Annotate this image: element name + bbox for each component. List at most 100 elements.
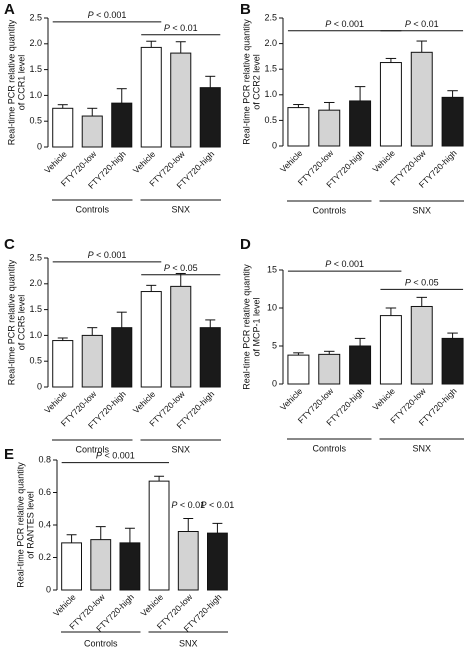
y-tick-label: 1.5 xyxy=(264,64,277,74)
group-label: Controls xyxy=(75,444,109,454)
significance-label: P < 0.01 xyxy=(201,500,235,510)
significance-label: P < 0.05 xyxy=(405,278,439,288)
group-label: SNX xyxy=(171,204,190,214)
bar xyxy=(81,334,103,388)
panel-label: A xyxy=(4,1,15,18)
bar xyxy=(379,315,402,385)
bar xyxy=(287,107,310,147)
bar xyxy=(441,337,464,385)
y-tick-label: 2.5 xyxy=(264,12,277,22)
x-tick-label: Vehicle xyxy=(370,148,397,175)
y-tick-label: 1.5 xyxy=(29,64,42,74)
bar xyxy=(349,345,372,385)
y-axis-label: Real-time PCR relative quantity xyxy=(241,19,251,145)
bar xyxy=(199,327,221,388)
bar xyxy=(410,51,433,147)
group-label: SNX xyxy=(412,443,431,453)
bar xyxy=(90,539,112,591)
y-tick-label: 2.0 xyxy=(264,38,277,48)
bar xyxy=(140,46,162,148)
y-tick-label: 0.4 xyxy=(38,519,51,529)
y-tick-label: 2.0 xyxy=(29,278,42,288)
x-tick-label: Vehicle xyxy=(51,592,78,619)
group-label: Controls xyxy=(84,638,118,648)
y-axis-label: Real-time PCR relative quantity xyxy=(6,259,16,385)
y-axis-label: of CCR5 level xyxy=(16,295,26,351)
y-tick-label: 1.0 xyxy=(29,90,42,100)
bar xyxy=(148,480,170,591)
x-tick-label: Vehicle xyxy=(131,149,158,176)
y-tick-label: 10 xyxy=(267,302,277,312)
x-tick-label: Vehicle xyxy=(42,389,69,416)
y-tick-label: 0.2 xyxy=(38,552,51,562)
panel-label: D xyxy=(240,236,251,253)
x-tick-label: Vehicle xyxy=(370,386,397,413)
bar xyxy=(119,542,141,591)
y-axis-label: of CCR1 level xyxy=(16,55,26,111)
bar xyxy=(170,52,192,148)
significance-label: P < 0.01 xyxy=(164,23,198,33)
bar xyxy=(52,340,74,388)
y-tick-label: 0 xyxy=(37,141,42,151)
y-axis-label: of CCR2 level xyxy=(251,54,261,110)
panel-label: E xyxy=(4,446,14,463)
y-tick-label: 0 xyxy=(272,378,277,388)
y-tick-label: 0 xyxy=(37,381,42,391)
y-tick-label: 1.5 xyxy=(29,304,42,314)
y-tick-label: 0.6 xyxy=(38,487,51,497)
bar xyxy=(111,327,133,388)
significance-label: P < 0.001 xyxy=(96,451,135,461)
bar xyxy=(287,354,310,385)
x-tick-label: Vehicle xyxy=(278,386,305,413)
bar xyxy=(207,532,228,591)
bar xyxy=(410,305,433,385)
group-label: SNX xyxy=(171,444,190,454)
panel-label: B xyxy=(240,1,251,18)
panel-label: C xyxy=(4,236,15,253)
y-tick-label: 2.0 xyxy=(29,38,42,48)
bar xyxy=(441,96,464,147)
y-tick-label: 5 xyxy=(272,340,277,350)
bar xyxy=(199,87,221,148)
bar xyxy=(318,353,341,385)
y-tick-label: 1.0 xyxy=(29,330,42,340)
bar xyxy=(177,531,199,591)
y-axis-label: Real-time PCR relative quantity xyxy=(6,19,16,145)
significance-label: P < 0.001 xyxy=(325,19,364,29)
y-axis-label: Real-time PCR relative quantity xyxy=(15,462,25,588)
y-tick-label: 15 xyxy=(267,264,277,274)
bar xyxy=(140,291,162,388)
bar xyxy=(379,62,402,147)
significance-label: P < 0.01 xyxy=(405,19,439,29)
y-tick-label: 0.5 xyxy=(264,115,277,125)
significance-label: P < 0.001 xyxy=(325,260,364,270)
significance-label: P < 0.001 xyxy=(88,10,127,20)
group-label: SNX xyxy=(412,205,431,215)
group-label: Controls xyxy=(312,205,346,215)
x-tick-label: Vehicle xyxy=(131,389,158,416)
bar xyxy=(81,115,103,148)
bar xyxy=(170,285,192,388)
y-tick-label: 1.0 xyxy=(264,89,277,99)
y-tick-label: 0.8 xyxy=(38,454,51,464)
significance-label: P < 0.01 xyxy=(171,500,205,510)
bar xyxy=(61,542,83,591)
bar xyxy=(52,107,74,148)
significance-label: P < 0.05 xyxy=(164,263,198,273)
y-axis-label: of RANTES level xyxy=(25,491,35,559)
y-tick-label: 0.5 xyxy=(29,116,42,126)
y-tick-label: 2.5 xyxy=(29,252,42,262)
x-tick-label: Vehicle xyxy=(139,592,166,619)
y-tick-label: 0 xyxy=(46,584,51,594)
y-tick-label: 0 xyxy=(272,140,277,150)
y-axis-label: Real-time PCR relative quantity xyxy=(241,264,251,390)
x-tick-label: Vehicle xyxy=(42,149,69,176)
y-tick-label: 2.5 xyxy=(29,12,42,22)
group-label: Controls xyxy=(312,443,346,453)
bar xyxy=(349,100,372,147)
significance-label: P < 0.001 xyxy=(88,250,127,260)
group-label: Controls xyxy=(75,204,109,214)
y-tick-label: 0.5 xyxy=(29,356,42,366)
group-label: SNX xyxy=(179,638,198,648)
